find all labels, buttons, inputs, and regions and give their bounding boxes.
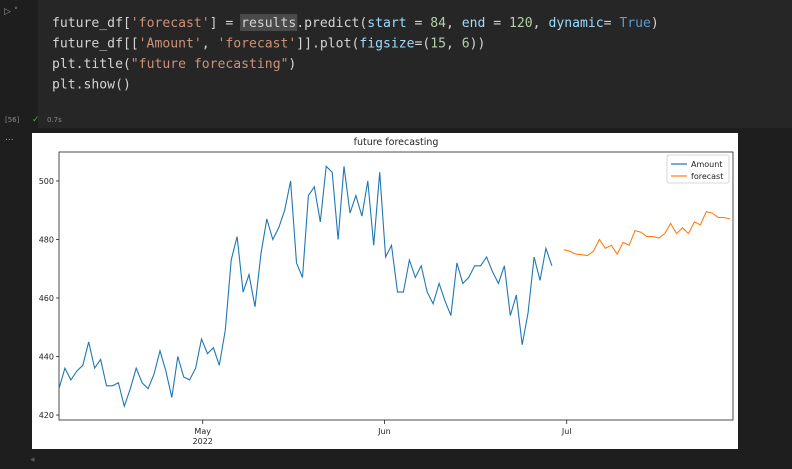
y-tick-label: 500 [39,177,54,186]
code-token: 'forecast' [217,37,296,52]
code-token: , [202,37,218,52]
chart-title: future forecasting [354,137,439,148]
code-token: ) [651,16,659,31]
code-token: 120 [509,16,533,31]
y-tick-label: 440 [39,353,54,362]
exec-count: [56] [5,116,20,124]
code-token: 'forecast' [131,16,210,31]
series-line [58,165,553,409]
scroll-arrow[interactable]: ◂ [30,454,35,464]
duration: 0.7s [47,116,62,124]
token-highlight [240,14,298,31]
code-token: )) [470,37,486,52]
code-token: , [446,16,462,31]
code-token: future_df[[ [52,37,139,52]
plot-frame [58,151,734,421]
code-line: future_df[['Amount', 'forecast']].plot(f… [52,37,485,52]
code-line: future_df['forecast'] = results.predict(… [52,16,659,31]
code-token: = [407,16,431,31]
code-token: future_df[ [52,16,131,31]
code-token: 15 [430,37,446,52]
code-token: , [533,16,549,31]
y-tick-label: 420 [39,411,54,420]
code-token: dynamic [548,16,603,31]
code-token: .predict( [296,16,367,31]
check-icon: ✓ [32,115,40,125]
code-token: start [367,16,406,31]
code-token: 84 [430,16,446,31]
code-cell [38,0,792,128]
code-token: ]].plot( [296,37,359,52]
x-tick-label: Jul [561,427,572,436]
code-token: plt.show() [52,78,131,93]
output-image [32,133,738,449]
code-token: True [619,16,651,31]
code-token: ) [288,57,296,72]
legend-label: forecast [691,172,723,181]
y-tick-label: 480 [39,235,54,244]
code-token: = [604,16,620,31]
code-token: figsize [359,37,414,52]
code-line: plt.show() [52,78,131,93]
code-token: ] = [210,16,242,31]
code-token: =( [414,37,430,52]
code-token: = [485,16,509,31]
code-token: 6 [462,37,470,52]
code-token: 'Amount' [139,37,202,52]
x-tick-label: May [194,427,211,436]
series-line [563,211,731,257]
code-line: plt.title("future forecasting") [52,57,296,72]
run-button[interactable]: ▷ ˅ [4,7,18,17]
legend-label: Amount [691,160,722,169]
code-token: results [241,16,296,31]
x-year-label: 2022 [193,437,213,446]
code-token: , [446,37,462,52]
code-token: plt.title( [52,57,131,72]
code-token: end [462,16,486,31]
code-token: "future forecasting" [131,57,289,72]
y-tick-label: 460 [39,294,54,303]
x-tick-label: Jun [377,427,391,436]
output-prefix: ... [5,133,14,143]
